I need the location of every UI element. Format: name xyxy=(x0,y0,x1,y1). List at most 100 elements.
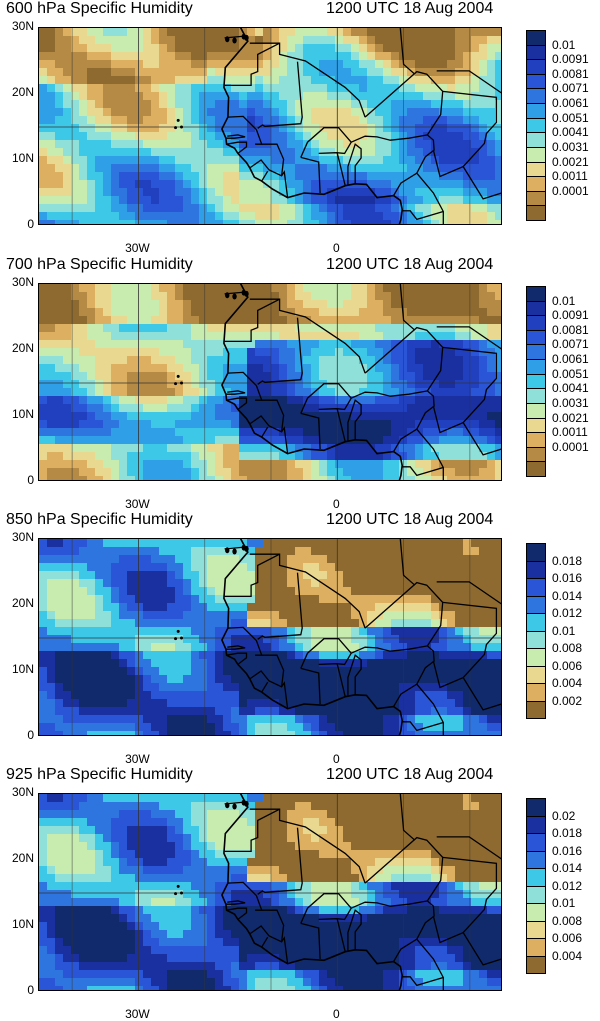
colorbar-swatch xyxy=(526,403,546,419)
colorbar-swatch xyxy=(526,631,546,650)
lat-tick-label: 30N xyxy=(0,785,34,799)
colorbar-swatch xyxy=(526,59,546,75)
colorbar-label: 0.0091 xyxy=(552,308,589,322)
panel-timestamp: 1200 UTC 18 Aug 2004 xyxy=(326,766,493,784)
colorbar-swatch xyxy=(526,74,546,90)
map-panel-1: 600 hPa Specific Humidity 1200 UTC 18 Aug… xyxy=(0,0,600,255)
island xyxy=(180,126,183,129)
island xyxy=(174,126,177,129)
humidity-map xyxy=(38,27,502,225)
colorbar-label: 0.016 xyxy=(552,571,582,585)
lat-tick-label: 0 xyxy=(0,473,34,487)
island xyxy=(232,549,236,555)
colorbar-swatch xyxy=(526,205,546,221)
colorbar-swatch xyxy=(526,938,546,957)
island xyxy=(180,382,183,385)
lon-tick-label: 0 xyxy=(333,241,340,255)
colorbar-swatch xyxy=(526,118,546,134)
colorbar-label: 0.008 xyxy=(552,641,582,655)
colorbar-swatch xyxy=(526,147,546,163)
lon-tick-label: 30W xyxy=(125,241,150,255)
colorbar-label: 0.01 xyxy=(552,38,575,52)
colorbar-label: 0.0011 xyxy=(552,425,588,439)
panel-title: 700 hPa Specific Humidity xyxy=(6,256,193,274)
colorbar-swatch xyxy=(526,45,546,61)
colorbar-swatch xyxy=(526,701,546,720)
panel-title: 925 hPa Specific Humidity xyxy=(6,766,193,784)
colorbar-label: 0.0061 xyxy=(552,352,589,366)
colorbar-swatch xyxy=(526,868,546,887)
colorbar-swatch xyxy=(526,30,546,46)
island xyxy=(242,290,246,296)
colorbar-swatch xyxy=(526,543,546,562)
colorbar-label: 0.0001 xyxy=(552,440,589,454)
colorbar-swatch xyxy=(526,461,546,477)
colorbar-label: 0.012 xyxy=(552,606,582,620)
colorbar-swatch xyxy=(526,921,546,940)
colorbar-swatch xyxy=(526,447,546,463)
colorbar-label: 0.0031 xyxy=(552,396,589,410)
colorbar-label: 0.016 xyxy=(552,844,582,858)
humidity-map xyxy=(38,793,502,991)
colorbar-label: 0.01 xyxy=(552,624,575,638)
colorbar-label: 0.0011 xyxy=(552,169,588,183)
colorbar-label: 0.0061 xyxy=(552,96,589,110)
colorbar-swatch xyxy=(526,886,546,905)
colorbar-swatch xyxy=(526,833,546,852)
lon-tick-label: 0 xyxy=(333,497,340,511)
colorbar-label: 0.0041 xyxy=(552,381,589,395)
island xyxy=(232,804,236,810)
colorbar-swatch xyxy=(526,432,546,448)
island xyxy=(174,637,177,640)
lat-tick-label: 10N xyxy=(0,151,34,165)
colorbar-label: 0.006 xyxy=(552,659,582,673)
colorbar-swatch xyxy=(526,596,546,615)
island xyxy=(242,545,246,551)
lat-tick-label: 10N xyxy=(0,662,34,676)
colorbar-label: 0.0041 xyxy=(552,125,589,139)
island xyxy=(232,38,236,44)
lat-tick-label: 20N xyxy=(0,596,34,610)
colorbar-swatch xyxy=(526,561,546,580)
panel-timestamp: 1200 UTC 18 Aug 2004 xyxy=(326,256,493,274)
colorbar-swatch xyxy=(526,162,546,178)
colorbar-label: 0.006 xyxy=(552,931,582,945)
colorbar-swatch xyxy=(526,851,546,870)
island xyxy=(242,800,246,806)
lat-tick-label: 20N xyxy=(0,85,34,99)
island xyxy=(225,36,229,42)
colorbar-swatch xyxy=(526,191,546,207)
island xyxy=(180,892,183,895)
island xyxy=(232,294,236,300)
colorbar-label: 0.0021 xyxy=(552,411,589,425)
colorbar-swatch xyxy=(526,388,546,404)
lat-tick-label: 0 xyxy=(0,983,34,997)
colorbar-swatch xyxy=(526,816,546,835)
colorbar-label: 0.0081 xyxy=(552,67,589,81)
colorbar-label: 0.018 xyxy=(552,826,582,840)
colorbar-swatch xyxy=(526,344,546,360)
lat-tick-label: 10N xyxy=(0,407,34,421)
map-panel-2: 700 hPa Specific Humidity 1200 UTC 18 Aug… xyxy=(0,256,600,511)
island xyxy=(177,119,180,122)
colorbar-label: 0.0051 xyxy=(552,367,589,381)
lat-tick-label: 20N xyxy=(0,851,34,865)
panel-timestamp: 1200 UTC 18 Aug 2004 xyxy=(326,511,493,529)
lon-tick-label: 30W xyxy=(125,497,150,511)
lat-tick-label: 10N xyxy=(0,917,34,931)
colorbar-label: 0.0021 xyxy=(552,155,589,169)
lon-tick-label: 30W xyxy=(125,1007,150,1021)
colorbar-label: 0.01 xyxy=(552,294,575,308)
lon-tick-label: 30W xyxy=(125,752,150,766)
panel-timestamp: 1200 UTC 18 Aug 2004 xyxy=(326,0,493,18)
colorbar-swatch xyxy=(526,359,546,375)
colorbar-label: 0.0051 xyxy=(552,111,589,125)
colorbar-swatch xyxy=(526,374,546,390)
panel-title: 600 hPa Specific Humidity xyxy=(6,0,193,18)
colorbar-label: 0.012 xyxy=(552,879,582,893)
island xyxy=(225,547,229,553)
lat-tick-label: 30N xyxy=(0,530,34,544)
colorbar-label: 0.0071 xyxy=(552,337,589,351)
colorbar-label: 0.02 xyxy=(552,809,575,823)
colorbar-swatch xyxy=(526,132,546,148)
